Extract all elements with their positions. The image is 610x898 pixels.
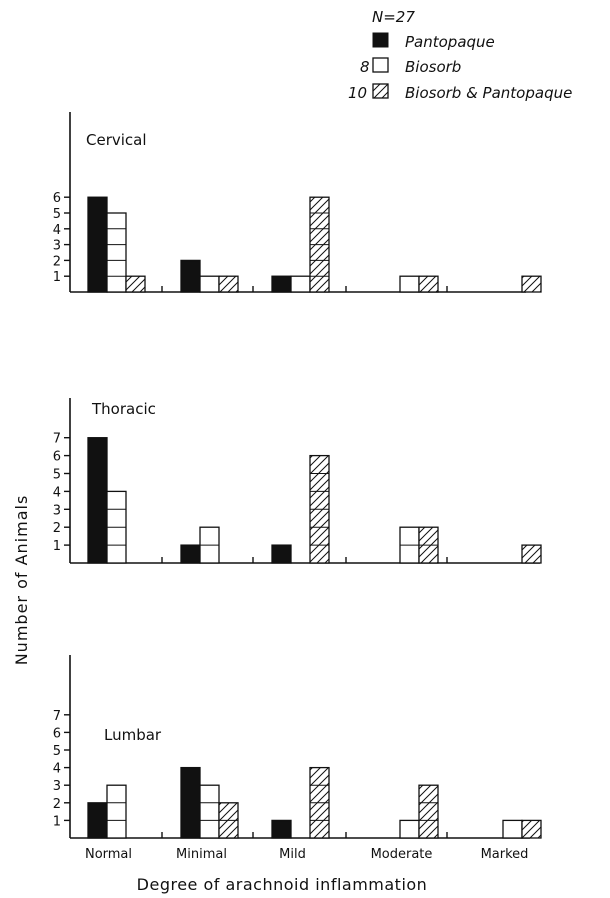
y-tick-label: 5 [53, 207, 61, 222]
y-tick-label: 6 [53, 450, 61, 465]
legend-swatch-open [372, 57, 389, 73]
y-tick-label: 4 [53, 762, 61, 777]
y-tick-label: 7 [53, 709, 61, 724]
bar-biosorb [399, 819, 420, 839]
panel-lumbar: Lumbar 1 2 3 4 5 6 7 Normal Minimal Mild Moderate Ma… [53, 655, 542, 862]
legend-entry-pantopaque: 9 Pantopaque [372, 32, 495, 51]
y-tick-label: 7 [53, 432, 61, 447]
bar-biosorb-pantopaque [125, 275, 146, 293]
bar-biosorb-pantopaque [418, 784, 439, 839]
y-tick-label: 1 [53, 814, 61, 829]
y-tick-label: 5 [53, 468, 61, 483]
y-tick-label: 1 [53, 270, 61, 285]
y-tick-label: 2 [53, 254, 61, 269]
y-tick-label: 3 [53, 239, 61, 254]
legend-count: 10 [348, 84, 367, 102]
y-tick-label: 2 [53, 797, 61, 812]
legend-n-label: N=27 [372, 8, 415, 26]
bar-pantopaque [180, 766, 201, 839]
x-tick-label: Mild [279, 847, 306, 862]
legend-swatch-solid [372, 32, 389, 48]
x-tick-label: Minimal [176, 847, 227, 862]
legend-label: Pantopaque [405, 33, 495, 51]
y-tick-label: 1 [53, 539, 61, 554]
bar-biosorb [106, 212, 127, 293]
bar-biosorb-pantopaque [418, 275, 439, 293]
legend: N=27 9 Pantopaque 8 Biosorb 10 Biosorb &… [348, 8, 572, 102]
y-tick-label: 2 [53, 521, 61, 536]
y-tick-label: 3 [53, 779, 61, 794]
bar-biosorb [502, 819, 523, 839]
bar-pantopaque [271, 819, 292, 839]
y-tick-label: 3 [53, 503, 61, 518]
panel-title: Lumbar [104, 726, 162, 744]
bar-pantopaque [271, 544, 292, 564]
legend-count: 8 [360, 58, 370, 76]
bar-pantopaque [87, 802, 108, 839]
bar-biosorb [399, 275, 420, 293]
bar-biosorb-pantopaque [521, 275, 542, 293]
legend-swatch-hatched [372, 83, 389, 99]
bar-biosorb-pantopaque [521, 544, 542, 564]
panel-title: Thoracic [91, 400, 156, 418]
x-tick-label: Normal [85, 847, 132, 862]
panel-title: Cervical [86, 131, 147, 149]
bar-pantopaque [180, 259, 201, 293]
bar-biosorb-pantopaque [521, 819, 542, 839]
legend-label: Biosorb & Pantopaque [405, 84, 572, 102]
y-axis-label: Number of Animals [12, 495, 31, 666]
y-tick-label: 4 [53, 223, 61, 238]
y-tick-label: 6 [53, 726, 61, 741]
bar-pantopaque [87, 196, 108, 293]
bar-biosorb [199, 784, 220, 839]
y-tick-label: 6 [53, 191, 61, 206]
x-axis-label: Degree of arachnoid inflammation [137, 875, 428, 894]
bar-biosorb [290, 275, 311, 293]
legend-entry-biosorb-pantopaque: 10 Biosorb & Pantopaque [348, 83, 572, 102]
bar-biosorb-pantopaque [218, 275, 239, 293]
bar-biosorb [199, 275, 220, 293]
y-tick-label: 5 [53, 744, 61, 759]
panel-thoracic: Thoracic 1 2 3 4 5 6 7 [53, 398, 542, 564]
x-tick-label: Moderate [371, 847, 433, 862]
bar-pantopaque [87, 437, 108, 564]
bar-pantopaque [180, 544, 201, 564]
y-tick-label: 4 [53, 485, 61, 500]
x-tick-label: Marked [481, 847, 529, 862]
legend-entry-biosorb: 8 Biosorb [360, 57, 461, 76]
bar-biosorb [106, 784, 127, 839]
legend-label: Biosorb [405, 58, 461, 76]
bar-pantopaque [271, 275, 292, 293]
